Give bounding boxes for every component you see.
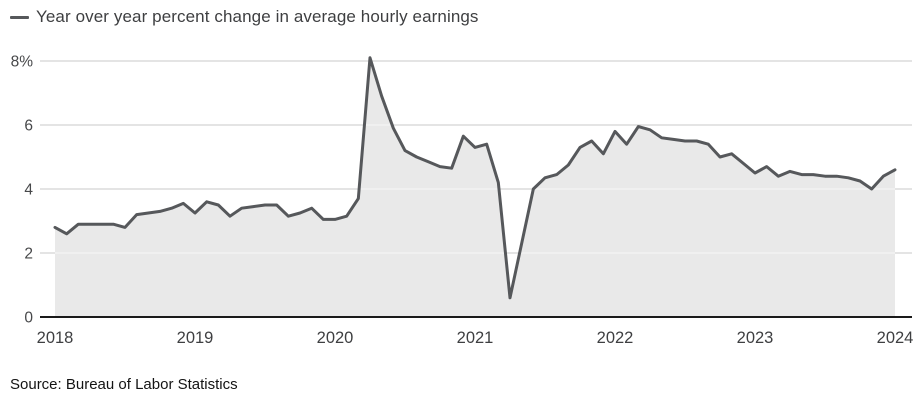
x-tick-label-2024: 2024: [877, 329, 914, 347]
x-tick-label-2018: 2018: [37, 329, 74, 347]
y-tick-label-8%: 8%: [11, 54, 34, 71]
line-swatch-icon: [10, 15, 29, 19]
x-tick-label-2021: 2021: [457, 329, 494, 347]
y-tick-label-2: 2: [24, 246, 33, 263]
y-tick-label-0: 0: [24, 310, 33, 327]
y-tick-label-6: 6: [24, 118, 33, 135]
y-tick-label-4: 4: [24, 182, 33, 199]
x-tick-label-2022: 2022: [597, 329, 634, 347]
area-series: [55, 57, 895, 318]
legend: Year over year percent change in average…: [10, 7, 479, 27]
line-series: [53, 56, 897, 300]
source-note: Source: Bureau of Labor Statistics: [10, 376, 238, 393]
legend-label: Year over year percent change in average…: [36, 7, 479, 26]
x-tick-label-2020: 2020: [317, 329, 354, 347]
x-tick-label-2023: 2023: [737, 329, 774, 347]
x-tick-label-2019: 2019: [177, 329, 214, 347]
